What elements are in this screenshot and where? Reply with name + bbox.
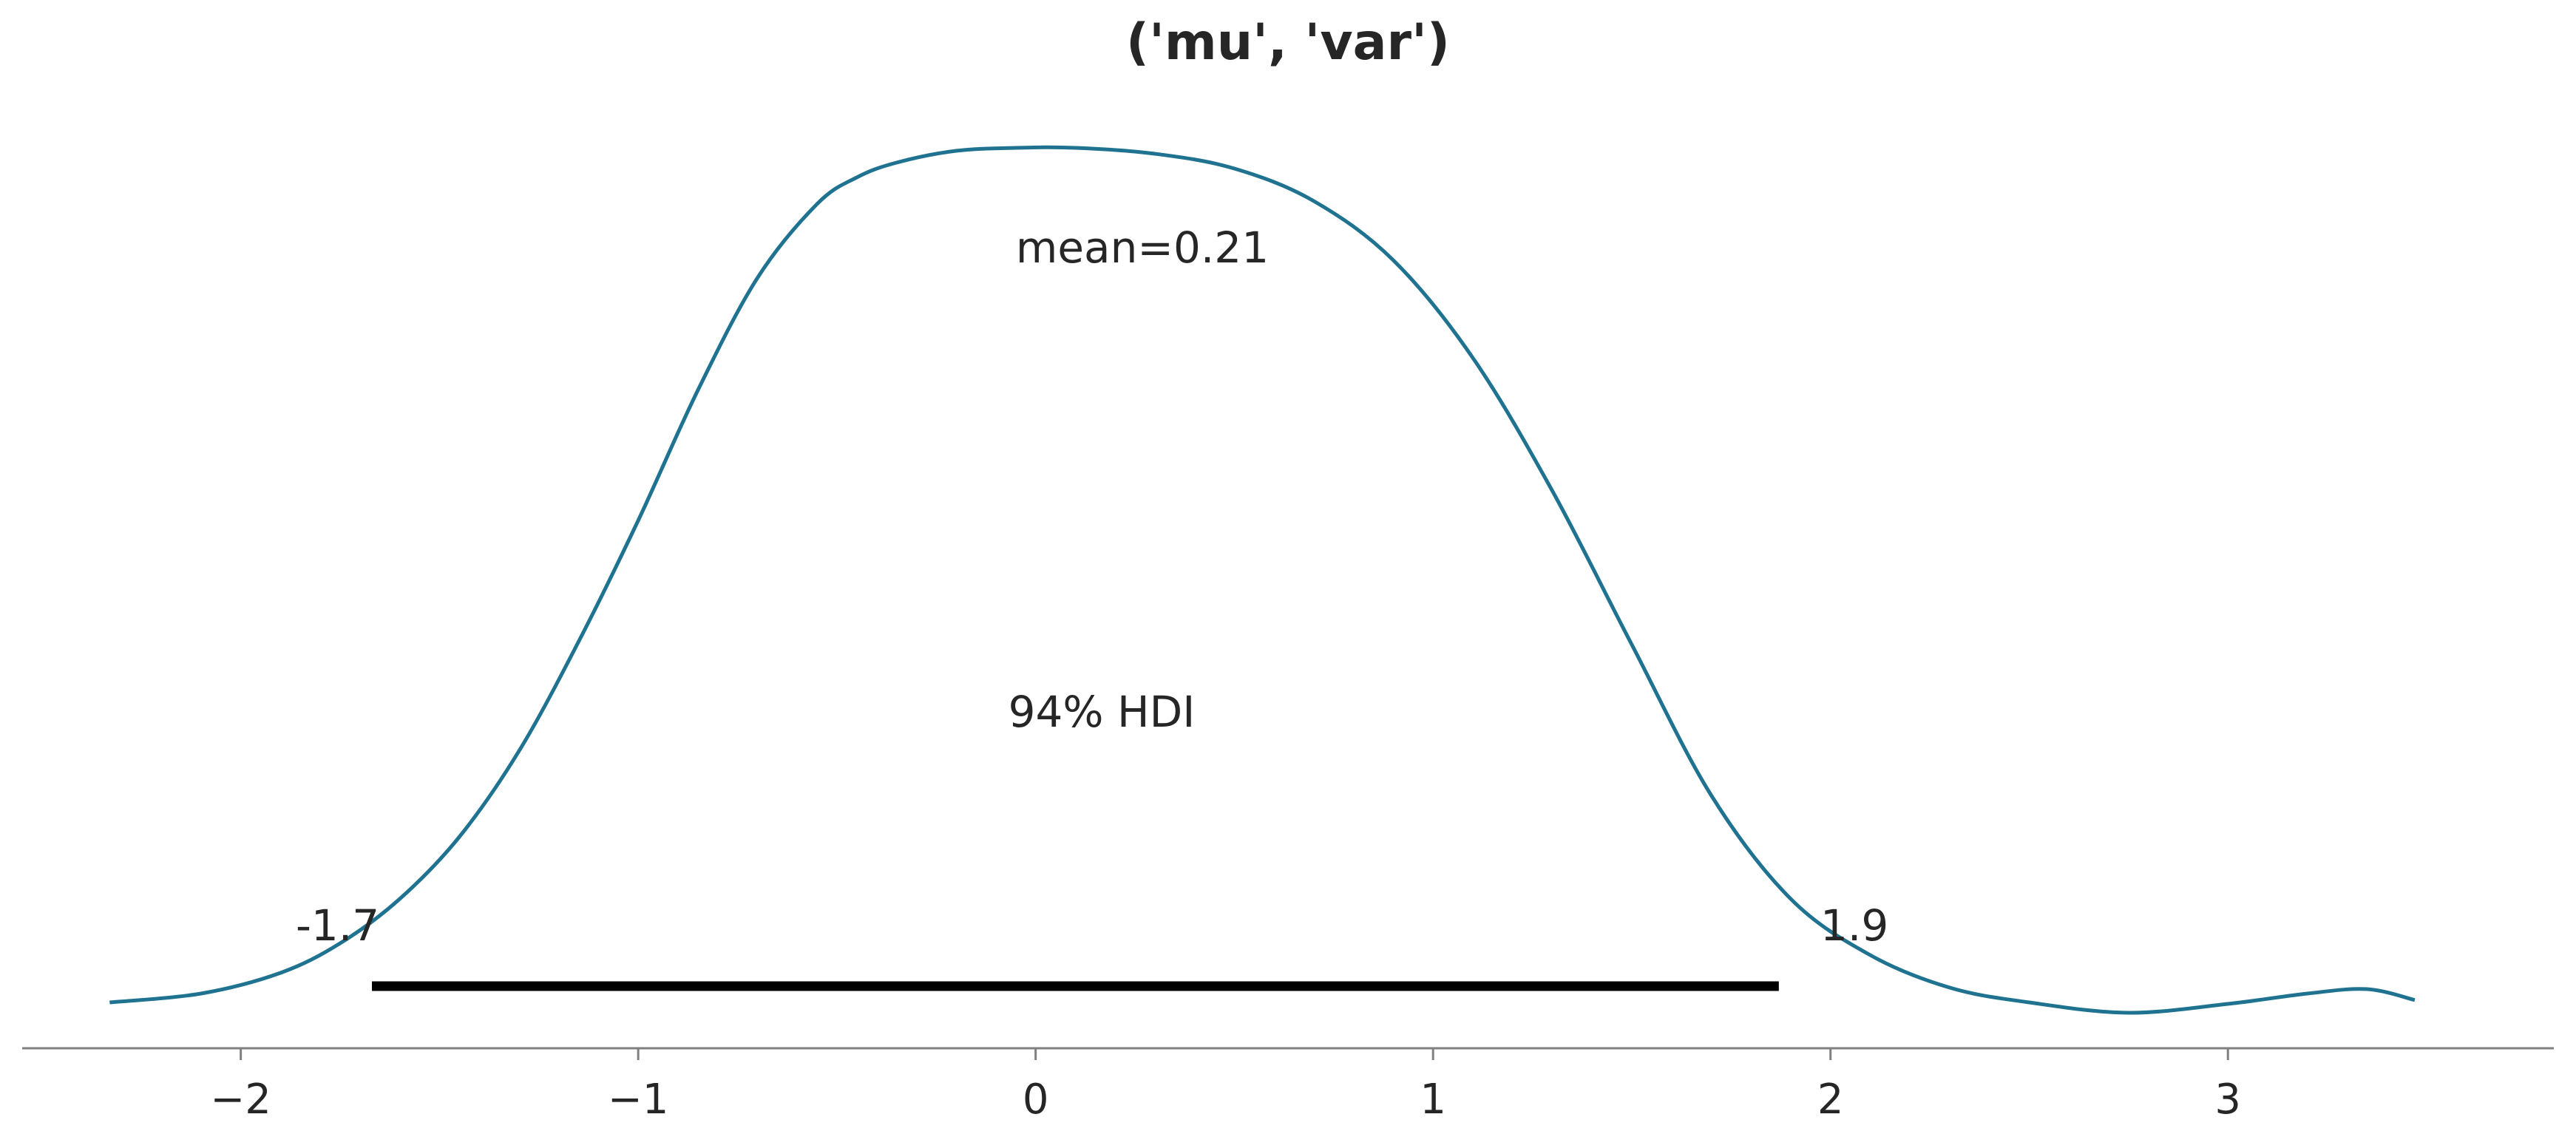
density-curve-layer — [109, 145, 2416, 1015]
x-tick-label: 0 — [1023, 1076, 1049, 1124]
mean-label: mean=0.21 — [1016, 223, 1269, 273]
x-axis: −2 −1 0 1 2 3 — [22, 1047, 2554, 1124]
x-tick-label: 1 — [1420, 1076, 1446, 1124]
chart-title: ('mu', 'var') — [1126, 13, 1450, 72]
x-tick-label: 2 — [1817, 1076, 1844, 1124]
hdi-label: 94% HDI — [1009, 687, 1196, 737]
x-tick-label: 3 — [2214, 1076, 2241, 1124]
hdi-high-label: 1.9 — [1820, 900, 1888, 951]
x-tick-label: −1 — [608, 1076, 669, 1124]
x-tick-label: −2 — [210, 1076, 271, 1124]
hdi-low-label: -1.7 — [296, 900, 379, 951]
density-line-series-0 — [109, 145, 2416, 1015]
